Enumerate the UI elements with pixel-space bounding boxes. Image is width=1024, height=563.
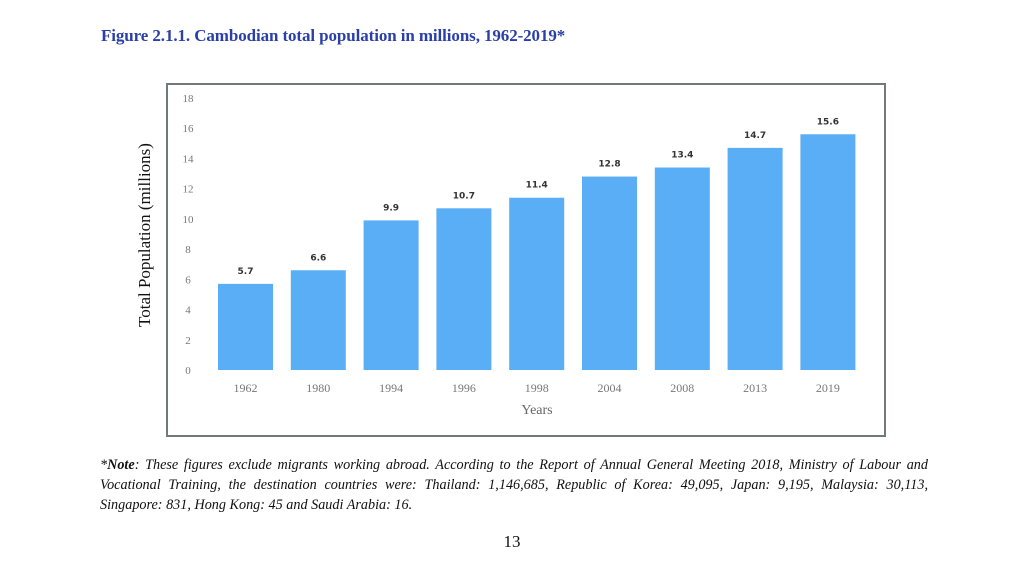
y-tick-label: 16 <box>183 123 195 135</box>
value-label: 9.9 <box>383 203 399 213</box>
y-tick-label: 10 <box>183 214 195 226</box>
value-label: 5.7 <box>238 267 254 277</box>
figure-title: Figure 2.1.1. Cambodian total population… <box>101 26 566 45</box>
footnote: *Note: These figures exclude migrants wo… <box>100 455 928 515</box>
value-labels: 5.7 6.6 9.9 10.7 11.4 12.8 13.4 14.7 15.6 <box>238 117 839 277</box>
bar-2013 <box>727 147 783 370</box>
bar-1980 <box>290 270 346 370</box>
bar-2019 <box>800 134 856 370</box>
x-tick-label: 2013 <box>743 381 767 395</box>
bar-2008 <box>654 167 710 370</box>
value-label: 12.8 <box>598 160 620 170</box>
x-tick-label: 1962 <box>234 381 258 395</box>
x-tick-label: 2019 <box>816 381 840 395</box>
y-ticks: 0 2 4 6 8 10 12 14 16 18 <box>183 93 195 377</box>
y-tick-label: 14 <box>183 153 195 165</box>
bar-1996 <box>436 208 492 370</box>
page-number: 13 <box>503 532 521 551</box>
value-label: 10.7 <box>453 191 475 201</box>
y-tick-label: 12 <box>183 184 194 196</box>
value-label: 14.7 <box>744 131 766 141</box>
y-tick-label: 6 <box>185 274 191 286</box>
x-tick-label: 1996 <box>452 381 476 395</box>
value-label: 15.6 <box>817 117 839 127</box>
bar-2004 <box>582 176 637 370</box>
value-label: 11.4 <box>526 181 548 191</box>
y-tick-label: 0 <box>185 365 191 377</box>
x-ticks: 1962 1980 1994 1996 1998 2004 2008 2013 2019 <box>234 381 840 395</box>
x-tick-label: 2004 <box>598 381 622 395</box>
x-axis-label: Years <box>521 403 552 418</box>
note-label: Note <box>107 457 135 473</box>
note-prefix: * <box>100 457 108 473</box>
x-tick-label: 1994 <box>379 381 403 395</box>
y-tick-label: 18 <box>183 93 195 105</box>
value-label: 13.4 <box>671 151 693 161</box>
bar-1962 <box>218 283 273 370</box>
y-tick-label: 2 <box>185 335 191 347</box>
bars <box>218 134 856 370</box>
bar-1994 <box>363 220 419 370</box>
x-tick-label: 1998 <box>525 381 549 395</box>
y-tick-label: 8 <box>185 244 191 256</box>
x-tick-label: 2008 <box>670 381 694 395</box>
bar-1998 <box>509 197 565 370</box>
note-text: : These figures exclude migrants working… <box>100 457 928 513</box>
value-label: 6.6 <box>310 253 326 263</box>
x-tick-label: 1980 <box>306 381 330 395</box>
y-tick-label: 4 <box>185 305 191 317</box>
